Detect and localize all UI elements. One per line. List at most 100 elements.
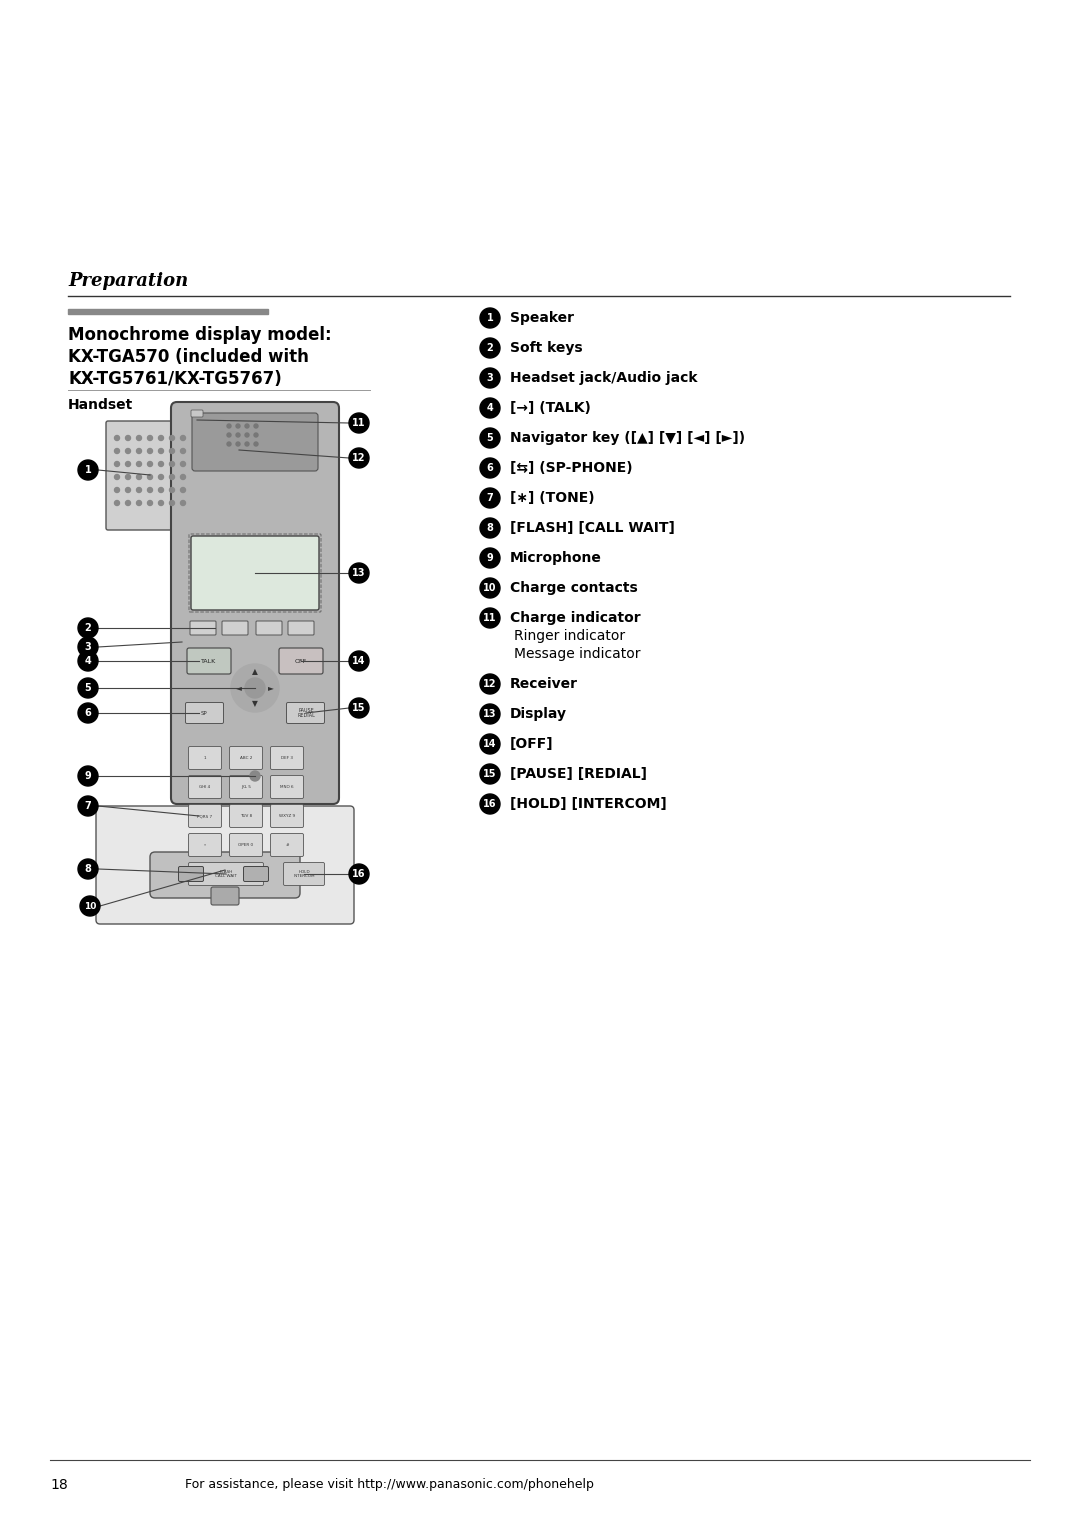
Text: 11: 11 bbox=[352, 419, 366, 428]
Text: ABC 2: ABC 2 bbox=[240, 756, 253, 759]
Text: SP: SP bbox=[201, 711, 207, 715]
FancyBboxPatch shape bbox=[189, 747, 221, 770]
Text: 16: 16 bbox=[352, 869, 366, 879]
Text: KX-TG5761/KX-TG5767): KX-TG5761/KX-TG5767) bbox=[68, 370, 282, 388]
FancyBboxPatch shape bbox=[288, 620, 314, 636]
Text: 4: 4 bbox=[84, 656, 92, 666]
Text: 9: 9 bbox=[487, 553, 494, 562]
Circle shape bbox=[80, 895, 100, 915]
Text: Preparation: Preparation bbox=[68, 272, 188, 290]
Text: 8: 8 bbox=[84, 863, 92, 874]
Text: [OFF]: [OFF] bbox=[510, 736, 554, 750]
Text: *: * bbox=[204, 843, 206, 847]
Text: KX-TGA570 (included with: KX-TGA570 (included with bbox=[68, 348, 309, 367]
Circle shape bbox=[480, 309, 500, 329]
Circle shape bbox=[170, 449, 175, 454]
Circle shape bbox=[480, 608, 500, 628]
Circle shape bbox=[170, 461, 175, 466]
FancyBboxPatch shape bbox=[270, 805, 303, 828]
Text: TUV 8: TUV 8 bbox=[240, 814, 252, 817]
Text: 2: 2 bbox=[487, 342, 494, 353]
Text: [→] (TALK): [→] (TALK) bbox=[510, 400, 591, 416]
FancyBboxPatch shape bbox=[192, 413, 318, 471]
Text: 10: 10 bbox=[84, 902, 96, 911]
FancyBboxPatch shape bbox=[187, 648, 231, 674]
Text: ▲: ▲ bbox=[252, 668, 258, 677]
Text: 13: 13 bbox=[483, 709, 497, 720]
Text: 1: 1 bbox=[204, 756, 206, 759]
Text: TALK: TALK bbox=[201, 659, 217, 663]
Circle shape bbox=[159, 461, 163, 466]
Text: 16: 16 bbox=[483, 799, 497, 808]
Circle shape bbox=[349, 651, 369, 671]
Text: [HOLD] [INTERCOM]: [HOLD] [INTERCOM] bbox=[510, 798, 666, 811]
Text: 3: 3 bbox=[84, 642, 92, 652]
Text: HOLD
INTERCOM: HOLD INTERCOM bbox=[294, 869, 314, 879]
Circle shape bbox=[136, 461, 141, 466]
Text: 3: 3 bbox=[487, 373, 494, 384]
Text: Charge indicator: Charge indicator bbox=[510, 611, 640, 625]
Text: 6: 6 bbox=[487, 463, 494, 474]
Circle shape bbox=[125, 487, 131, 492]
Circle shape bbox=[136, 501, 141, 506]
Text: Receiver: Receiver bbox=[510, 677, 578, 691]
FancyBboxPatch shape bbox=[96, 805, 354, 924]
Text: WXYZ 9: WXYZ 9 bbox=[279, 814, 295, 817]
Text: 4: 4 bbox=[487, 403, 494, 413]
Text: 14: 14 bbox=[483, 740, 497, 749]
Circle shape bbox=[480, 704, 500, 724]
Circle shape bbox=[170, 435, 175, 440]
Text: Charge contacts: Charge contacts bbox=[510, 581, 638, 594]
Circle shape bbox=[78, 796, 98, 816]
Text: OPER 0: OPER 0 bbox=[239, 843, 254, 847]
Circle shape bbox=[480, 674, 500, 694]
Circle shape bbox=[78, 460, 98, 480]
Text: Soft keys: Soft keys bbox=[510, 341, 582, 354]
Circle shape bbox=[148, 449, 152, 454]
Text: Speaker: Speaker bbox=[510, 312, 573, 325]
Circle shape bbox=[180, 461, 186, 466]
Circle shape bbox=[227, 442, 231, 446]
Text: 12: 12 bbox=[352, 452, 366, 463]
FancyBboxPatch shape bbox=[229, 805, 262, 828]
Text: ◄: ◄ bbox=[237, 683, 242, 692]
Circle shape bbox=[249, 772, 260, 781]
Circle shape bbox=[349, 698, 369, 718]
Circle shape bbox=[480, 518, 500, 538]
Circle shape bbox=[114, 487, 120, 492]
Circle shape bbox=[254, 423, 258, 428]
Circle shape bbox=[480, 764, 500, 784]
Text: 6: 6 bbox=[84, 707, 92, 718]
Circle shape bbox=[254, 442, 258, 446]
Circle shape bbox=[480, 368, 500, 388]
Circle shape bbox=[159, 487, 163, 492]
Text: #: # bbox=[285, 843, 288, 847]
Circle shape bbox=[245, 678, 265, 698]
Circle shape bbox=[180, 501, 186, 506]
Circle shape bbox=[180, 487, 186, 492]
Text: [PAUSE] [REDIAL]: [PAUSE] [REDIAL] bbox=[510, 767, 647, 781]
Text: PAUSE
REDIAL: PAUSE REDIAL bbox=[297, 707, 315, 718]
FancyBboxPatch shape bbox=[190, 620, 216, 636]
Text: Navigator key ([▲] [▼] [◄] [►]): Navigator key ([▲] [▼] [◄] [►]) bbox=[510, 431, 745, 445]
Circle shape bbox=[114, 435, 120, 440]
FancyBboxPatch shape bbox=[189, 776, 221, 799]
Text: 10: 10 bbox=[483, 584, 497, 593]
FancyBboxPatch shape bbox=[186, 703, 224, 723]
Circle shape bbox=[480, 458, 500, 478]
Circle shape bbox=[349, 413, 369, 432]
FancyBboxPatch shape bbox=[189, 833, 221, 857]
Circle shape bbox=[480, 549, 500, 568]
Circle shape bbox=[180, 449, 186, 454]
Circle shape bbox=[125, 475, 131, 480]
Circle shape bbox=[125, 435, 131, 440]
Text: 11: 11 bbox=[483, 613, 497, 623]
Text: 15: 15 bbox=[352, 703, 366, 714]
FancyBboxPatch shape bbox=[222, 620, 248, 636]
Circle shape bbox=[136, 449, 141, 454]
FancyBboxPatch shape bbox=[270, 833, 303, 857]
Circle shape bbox=[227, 423, 231, 428]
Circle shape bbox=[136, 435, 141, 440]
FancyBboxPatch shape bbox=[270, 747, 303, 770]
FancyBboxPatch shape bbox=[106, 422, 200, 530]
